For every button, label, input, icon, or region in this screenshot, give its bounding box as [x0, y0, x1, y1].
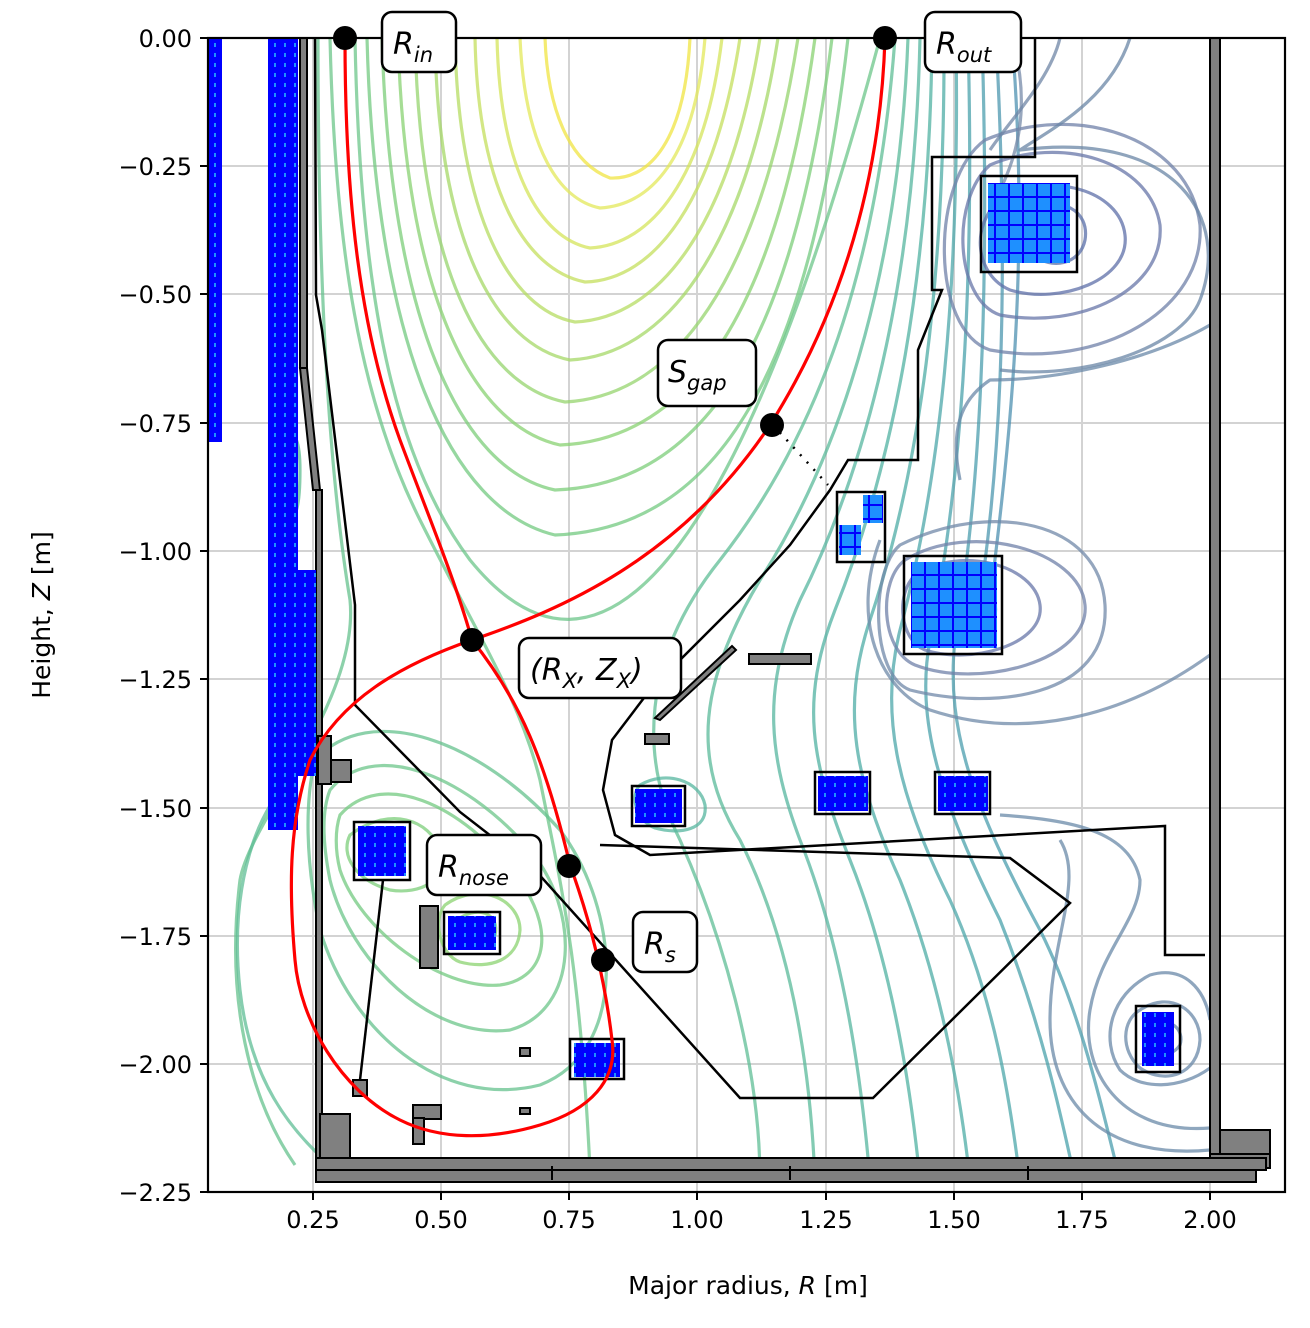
- marker-rin: [333, 26, 357, 50]
- y-tick-labels: 0.00 −0.25 −0.50 −0.75 −1.00 −1.25 −1.50…: [118, 25, 192, 1207]
- tick-marks: [200, 37, 1211, 1200]
- svg-text:−1.75: −1.75: [118, 923, 192, 951]
- marker-rout: [873, 26, 897, 50]
- svg-text:−1.50: −1.50: [118, 795, 192, 823]
- label-rs: Rs: [631, 910, 699, 974]
- annotations: Rin Rout Sgap (RX, ZX) Rnose Rs: [380, 10, 1023, 974]
- svg-text:1.00: 1.00: [670, 1206, 723, 1234]
- solenoid-inner: [208, 38, 222, 442]
- svg-text:Rnose: Rnose: [438, 850, 509, 890]
- solenoid-lower: [298, 570, 316, 776]
- label-sgap: Sgap: [656, 338, 758, 408]
- passive-structures: [298, 38, 1271, 1183]
- label-rin: Rin: [380, 10, 458, 74]
- marker-xpoint: [460, 628, 484, 652]
- svg-text:0.50: 0.50: [414, 1206, 467, 1234]
- svg-text:Rs: Rs: [644, 927, 676, 967]
- svg-text:Rout: Rout: [936, 27, 992, 67]
- axes-frame: [206, 36, 1287, 1194]
- svg-text:2.00: 2.00: [1183, 1206, 1236, 1234]
- separatrix: [289, 38, 887, 1138]
- svg-text:Rin: Rin: [393, 27, 433, 67]
- x-tick-labels: 0.25 0.50 0.75 1.00 1.25 1.50 1.75 2.00: [286, 1206, 1236, 1234]
- svg-text:−0.50: −0.50: [118, 281, 192, 309]
- svg-text:0.75: 0.75: [542, 1206, 595, 1234]
- marker-rnose: [557, 854, 581, 878]
- svg-text:0.25: 0.25: [286, 1206, 339, 1234]
- svg-text:1.25: 1.25: [799, 1206, 852, 1234]
- svg-text:1.75: 1.75: [1055, 1206, 1108, 1234]
- svg-text:Sgap: Sgap: [668, 355, 727, 395]
- annotation-markers: [333, 26, 897, 972]
- svg-text:−0.25: −0.25: [118, 153, 192, 181]
- svg-text:−1.25: −1.25: [118, 666, 192, 694]
- marker-sgap: [760, 413, 784, 437]
- coils: [208, 38, 1182, 1081]
- svg-text:1.50: 1.50: [927, 1206, 980, 1234]
- label-rout: Rout: [923, 10, 1023, 74]
- y-axis-label: Height, Z [m]: [27, 531, 56, 699]
- marker-rs: [591, 948, 615, 972]
- label-xpoint: (RX, ZX): [517, 636, 683, 700]
- svg-text:(RX, ZX): (RX, ZX): [530, 653, 643, 693]
- svg-text:−2.00: −2.00: [118, 1051, 192, 1079]
- sgap-connector: [772, 424, 829, 486]
- x-axis-label: Major radius, R [m]: [628, 1271, 868, 1300]
- svg-text:−2.25: −2.25: [118, 1179, 192, 1207]
- plot-area: [208, 38, 1285, 1192]
- svg-text:−1.00: −1.00: [118, 538, 192, 566]
- svg-text:−0.75: −0.75: [118, 410, 192, 438]
- label-rnose: Rnose: [425, 833, 543, 897]
- svg-text:0.00: 0.00: [139, 25, 192, 53]
- solenoid-outer: [268, 38, 298, 830]
